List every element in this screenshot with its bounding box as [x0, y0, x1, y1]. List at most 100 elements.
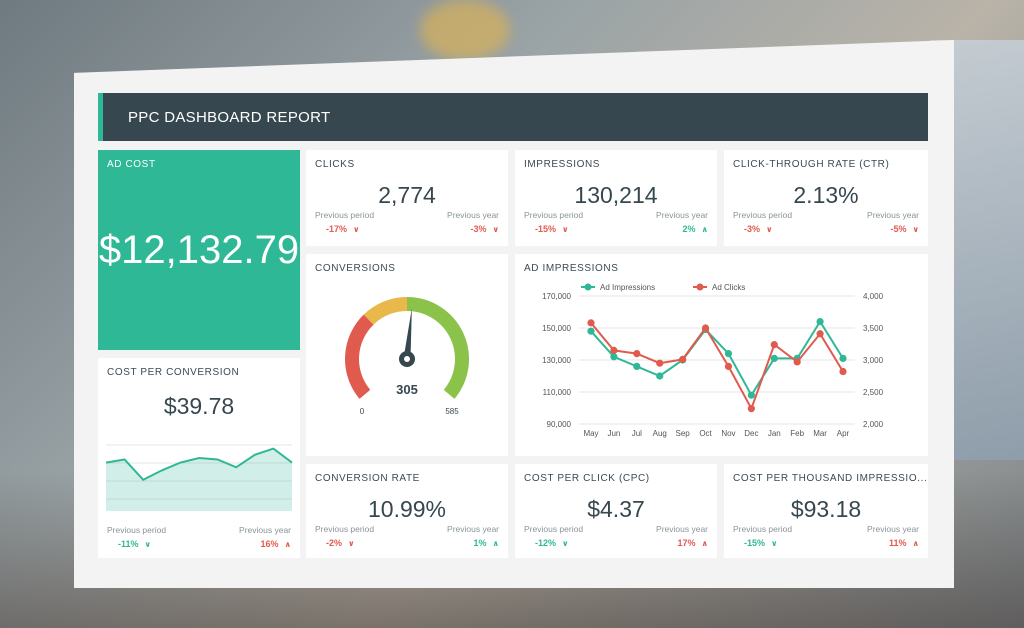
chevron-down-icon: ∨	[766, 224, 773, 234]
gauge-needle	[403, 308, 412, 360]
x-tick-label: Jun	[607, 429, 620, 438]
series-point[interactable]	[587, 319, 595, 327]
series-point[interactable]	[816, 330, 824, 338]
chevron-up-icon: ∧	[912, 538, 920, 548]
series-point[interactable]	[656, 359, 664, 367]
x-tick-label: Dec	[744, 429, 758, 438]
series-point[interactable]	[747, 391, 755, 399]
delta-value: -15%	[535, 224, 557, 234]
ctr-value: 2.13%	[793, 182, 859, 208]
series-point[interactable]	[839, 354, 847, 362]
chevron-down-icon: ∨	[348, 538, 355, 548]
series-line	[590, 319, 844, 398]
cost-per-conversion-value: $39.78	[163, 393, 235, 419]
previous-period-label: Previous period	[524, 210, 584, 220]
chevron-down-icon: ∨	[562, 538, 569, 548]
series-point[interactable]	[679, 355, 687, 363]
previous-year-label: Previous year	[447, 210, 499, 220]
series-point[interactable]	[701, 324, 710, 332]
delta-value: -2%	[326, 538, 343, 548]
series-point[interactable]	[793, 358, 801, 366]
chevron-up-icon: ∧	[701, 224, 709, 234]
impressions-title: IMPRESSIONS	[524, 159, 601, 170]
gauge-hub-center	[404, 356, 410, 362]
impressions-value: 130,214	[574, 182, 658, 208]
cpc-value: $4.37	[587, 496, 645, 522]
delta-value: -3%	[470, 224, 487, 234]
previous-period-label: Previous period	[315, 524, 375, 534]
previous-year-delta: 1% ∧	[473, 538, 499, 548]
sparkline-line	[105, 447, 293, 482]
clicks-card[interactable]: CLICKS 2,774 Previous period Previous ye…	[306, 150, 508, 246]
chevron-down-icon: ∨	[144, 539, 152, 549]
chart-grid	[579, 295, 855, 425]
ctr-card[interactable]: CLICK-THROUGH RATE (CTR) 2.13% Previous …	[724, 150, 928, 246]
delta-value: 16%	[260, 539, 279, 549]
y-left-tick-label: 90,000	[547, 420, 572, 429]
previous-year-delta: 11% ∧	[889, 538, 919, 548]
previous-period-delta: -15% ∨	[535, 224, 569, 234]
ctr-title: CLICK-THROUGH RATE (CTR)	[733, 159, 890, 170]
cpc-card[interactable]: COST PER CLICK (CPC) $4.37 Previous peri…	[515, 464, 717, 558]
legend-label: Ad Impressions	[600, 283, 655, 292]
delta-value: 17%	[677, 538, 696, 548]
series-point[interactable]	[724, 362, 733, 370]
series-point[interactable]	[839, 367, 847, 376]
series-point[interactable]	[770, 341, 778, 349]
series-point[interactable]	[633, 362, 641, 370]
previous-period-delta: -15% ∨	[744, 538, 778, 548]
conversion-rate-card[interactable]: CONVERSION RATE 10.99% Previous period P…	[306, 464, 508, 558]
x-tick-label: Nov	[721, 429, 735, 438]
previous-period-label: Previous period	[524, 524, 584, 534]
conversions-card[interactable]: CONVERSIONS 305 0 585	[306, 254, 508, 456]
ad-impressions-chart: 170,000 150,000 130,000 110,000 90,000 4,000…	[542, 283, 884, 438]
impressions-card[interactable]: IMPRESSIONS 130,214 Previous period Prev…	[515, 150, 717, 246]
delta-value: -15%	[744, 538, 766, 548]
ad-cost-card[interactable]: AD COST $12,132.79	[98, 150, 300, 350]
delta-value: 2%	[682, 224, 696, 234]
chevron-down-icon: ∨	[562, 224, 569, 234]
dashboard-sheet: PPC DASHBOARD REPORT AD COST $12,132.79 …	[74, 40, 954, 588]
delta-value: -3%	[744, 224, 761, 234]
chevron-up-icon: ∧	[701, 538, 709, 548]
ad-impressions-card[interactable]: AD IMPRESSIONS 170,000 150,000 130,000 110,…	[515, 254, 928, 456]
chevron-up-icon: ∧	[284, 539, 292, 549]
series-point[interactable]	[587, 327, 595, 335]
series-point[interactable]	[770, 354, 778, 362]
gauge-segment-high	[406, 297, 469, 399]
series-point[interactable]	[610, 353, 618, 361]
series-point[interactable]	[747, 405, 755, 413]
delta-value: -12%	[535, 538, 557, 548]
series-point[interactable]	[656, 372, 664, 380]
ad-impressions-title: AD IMPRESSIONS	[524, 263, 619, 274]
previous-year-label: Previous year	[867, 210, 919, 220]
x-axis: May Jun Jul Aug Sep Oct Nov Dec Jan Feb Mar Apr	[583, 429, 849, 438]
previous-year-label: Previous year	[447, 524, 499, 534]
previous-period-label: Previous period	[107, 525, 167, 535]
chart-legend: Ad Impressions Ad Clicks	[581, 283, 745, 292]
previous-year-delta: 2% ∧	[682, 224, 708, 234]
previous-period-delta: -11% ∨	[118, 539, 151, 549]
cpm-value: $93.18	[790, 496, 862, 522]
ad-cost-value: $12,132.79	[98, 228, 300, 272]
cost-per-conversion-card[interactable]: COST PER CONVERSION $39.78 Previous peri…	[98, 358, 300, 558]
previous-period-label: Previous period	[315, 210, 375, 220]
previous-period-delta: -3% ∨	[744, 224, 773, 234]
chevron-up-icon: ∧	[492, 538, 500, 548]
x-tick-label: Feb	[790, 429, 804, 438]
series-point[interactable]	[724, 350, 733, 358]
y-right-tick-label: 3,000	[863, 356, 884, 365]
series-point[interactable]	[633, 350, 641, 358]
conversions-title: CONVERSIONS	[315, 263, 396, 274]
delta-value: 1%	[473, 538, 487, 548]
background-blur	[420, 0, 510, 60]
conversion-rate-title: CONVERSION RATE	[315, 473, 420, 484]
y-right-tick-label: 4,000	[863, 292, 884, 301]
previous-period-delta: -12% ∨	[535, 538, 569, 548]
previous-year-label: Previous year	[867, 524, 919, 534]
series-point[interactable]	[610, 346, 618, 354]
previous-period-delta: -2% ∨	[326, 538, 355, 548]
cpm-card[interactable]: COST PER THOUSAND IMPRESSIO... $93.18 Pr…	[724, 464, 928, 558]
series-point[interactable]	[816, 318, 824, 326]
chevron-down-icon: ∨	[912, 224, 920, 234]
